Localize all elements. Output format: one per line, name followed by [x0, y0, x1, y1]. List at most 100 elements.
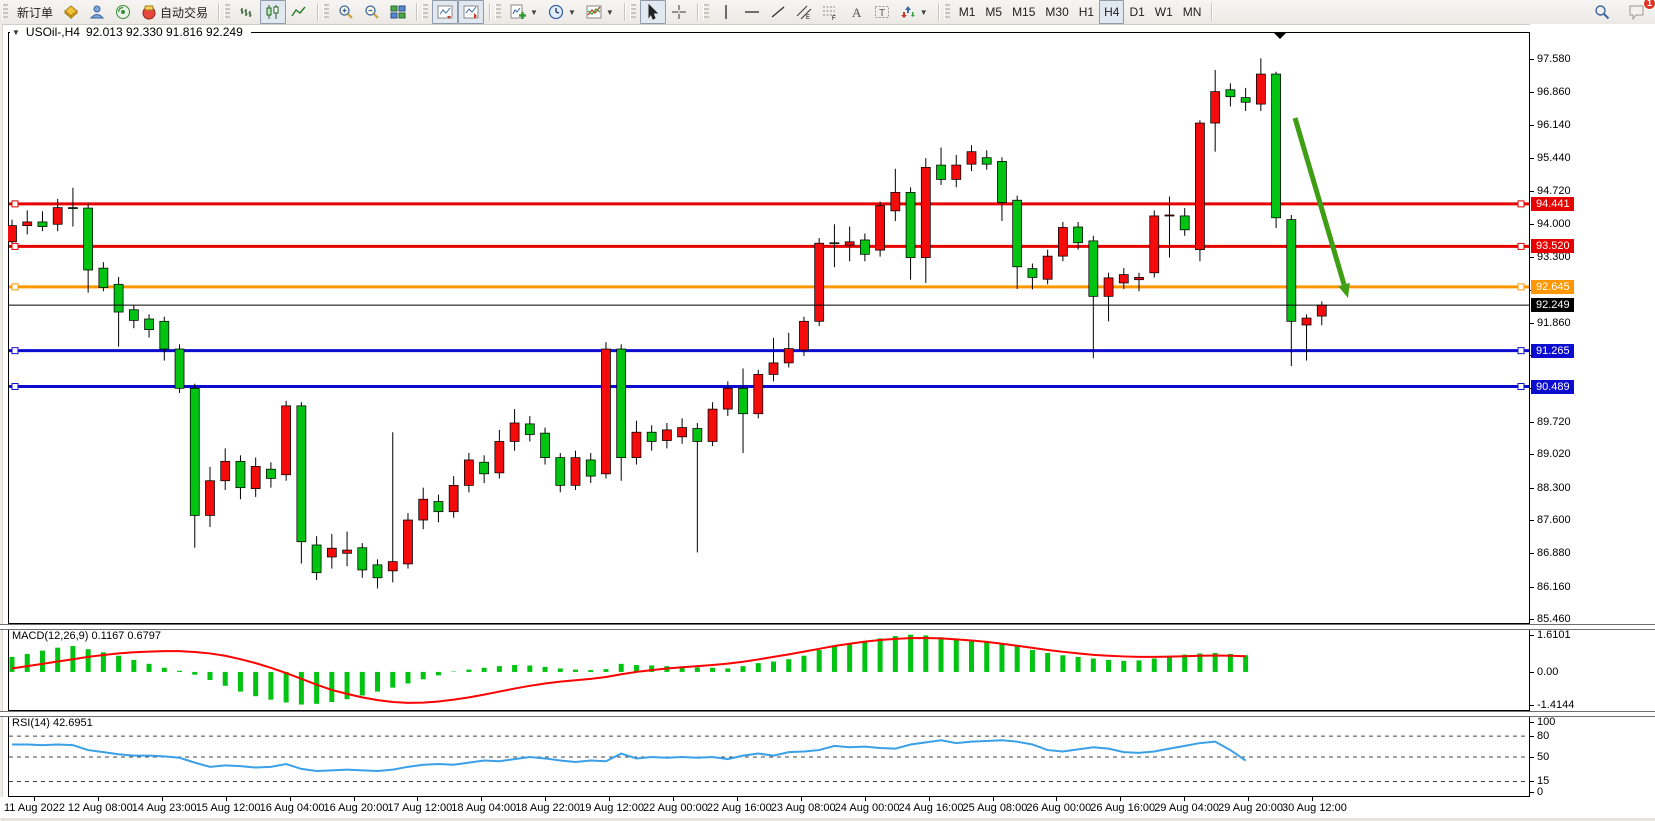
hline-handle[interactable] [11, 200, 19, 208]
time-axis[interactable]: 11 Aug 2022 12 Aug 08:00 14 Aug 23:00 15 Au… [0, 797, 1655, 818]
toolbar-group [331, 0, 413, 24]
notifications-icon-button[interactable]: 1 [1623, 0, 1655, 24]
trendline-button[interactable] [765, 0, 791, 24]
time-label: 19 Aug 12:00 [579, 802, 644, 814]
axis-tick-label: 86.880 [1537, 547, 1571, 560]
candlestick-chart-button[interactable] [260, 0, 287, 24]
time-tick [1312, 797, 1313, 801]
chart-window-icon-button[interactable] [58, 0, 84, 24]
tf-w1-button[interactable]: W1 [1150, 0, 1178, 24]
search-icon-button[interactable] [1589, 0, 1615, 24]
tf-h1-button[interactable]: H1 [1074, 0, 1099, 24]
candle [220, 448, 231, 490]
new-order-button[interactable]: 新订单 [12, 0, 58, 24]
pane-splitter-macd[interactable] [0, 624, 1655, 630]
dropdown-arrow-icon[interactable]: ▼ [530, 7, 538, 17]
toolbar-separator [416, 3, 418, 21]
time-tick [225, 797, 227, 801]
candle [1073, 221, 1083, 250]
toolbar-grip[interactable] [323, 4, 330, 20]
candle [403, 513, 413, 569]
candle [1149, 210, 1160, 278]
period-clock-button[interactable]: ▼ [543, 0, 581, 24]
toolbar-grip[interactable] [943, 4, 950, 20]
trend-arrow[interactable] [1292, 117, 1350, 298]
axis-tick [1530, 781, 1534, 783]
tf-d1-button[interactable]: D1 [1124, 0, 1149, 24]
zoom-out-button[interactable] [359, 0, 385, 24]
candle [281, 400, 292, 481]
tf-m30-button[interactable]: M30 [1040, 0, 1073, 24]
candle [920, 158, 931, 283]
tf-mn-button[interactable]: MN [1178, 0, 1207, 24]
market-watch-icon-button[interactable] [84, 0, 110, 24]
dropdown-arrow-icon[interactable]: ▼ [605, 7, 614, 17]
autotrading-button[interactable]: 自动交易 [136, 0, 213, 24]
candle [98, 262, 109, 292]
channel-button[interactable]: E [791, 0, 817, 24]
text-button[interactable]: A [843, 0, 869, 24]
time-tick [417, 797, 419, 801]
hline-handle[interactable] [1517, 242, 1525, 250]
candle [981, 150, 992, 170]
hline-handle[interactable] [11, 283, 19, 291]
line-chart-button[interactable] [286, 0, 312, 24]
time-tick [545, 797, 547, 801]
time-label: 18 Aug 04:00 [451, 802, 517, 814]
hline-handle[interactable] [11, 242, 19, 250]
tf-m1-button[interactable]: M1 [954, 0, 981, 24]
linechart-icon [291, 4, 307, 20]
toolbar-grip[interactable] [422, 4, 429, 20]
toolbar-grip[interactable] [702, 4, 709, 20]
arrows-button[interactable]: ▼ [895, 0, 933, 24]
hline-handle[interactable] [1517, 283, 1525, 291]
hline-handle[interactable] [1517, 383, 1525, 391]
macd-pane[interactable] [8, 628, 1530, 711]
price-axis[interactable]: 97.580 96.860 96.140 95.440 94.720 94.000 93.3… [1530, 24, 1655, 798]
template-button[interactable]: ▼ [581, 0, 619, 24]
tf-h4-button[interactable]: H4 [1099, 0, 1125, 24]
toolbar-grip[interactable] [224, 4, 231, 20]
tf-m5-button[interactable]: M5 [980, 0, 1007, 24]
bar-chart-button[interactable] [234, 0, 260, 24]
price-pane[interactable] [8, 32, 1530, 624]
vertical-line-button[interactable] [713, 0, 739, 24]
time-tick [34, 797, 35, 801]
zoom-in-button[interactable] [333, 0, 359, 24]
dropdown-arrow-icon[interactable]: ▼ [567, 7, 576, 17]
candle [357, 543, 368, 578]
signals-icon-button[interactable] [110, 0, 136, 24]
chart-shift-button[interactable] [432, 0, 459, 24]
toolbar-grip[interactable] [629, 4, 636, 20]
toolbar-grip[interactable] [2, 4, 8, 20]
candle [1286, 215, 1297, 367]
candle [783, 332, 794, 368]
add-indicator-button[interactable]: ▼ [505, 0, 543, 24]
axis-tick-label: 50 [1537, 751, 1550, 764]
hline-handle[interactable] [1517, 200, 1525, 208]
candle [1103, 272, 1114, 322]
hline-handle[interactable] [1517, 347, 1525, 355]
tf-h4-button-label: H4 [1104, 5, 1120, 19]
chart-menu-icon[interactable]: ▼ [12, 27, 20, 37]
tf-m15-button[interactable]: M15 [1007, 0, 1040, 24]
crosshair-button[interactable] [666, 0, 692, 24]
candle [738, 368, 748, 454]
horizontal-line-button[interactable] [739, 0, 765, 24]
candle [555, 453, 566, 493]
axis-tick-label: 80 [1537, 730, 1550, 743]
label-button[interactable]: T [869, 0, 895, 24]
time-tick [736, 797, 738, 801]
hline-handle[interactable] [11, 383, 19, 391]
fibonacci-button[interactable]: F [817, 0, 843, 24]
tile-windows-button[interactable] [385, 0, 411, 24]
rsi-pane[interactable] [8, 715, 1530, 797]
candle [326, 533, 337, 569]
auto-scroll-button[interactable] [458, 0, 485, 24]
cursor-button[interactable] [639, 0, 666, 24]
dropdown-arrow-icon[interactable]: ▼ [919, 7, 928, 17]
hline-handle[interactable] [11, 347, 19, 355]
pane-splitter-rsi[interactable] [0, 711, 1655, 717]
candle [966, 145, 977, 172]
toolbar-grip[interactable] [495, 4, 502, 20]
